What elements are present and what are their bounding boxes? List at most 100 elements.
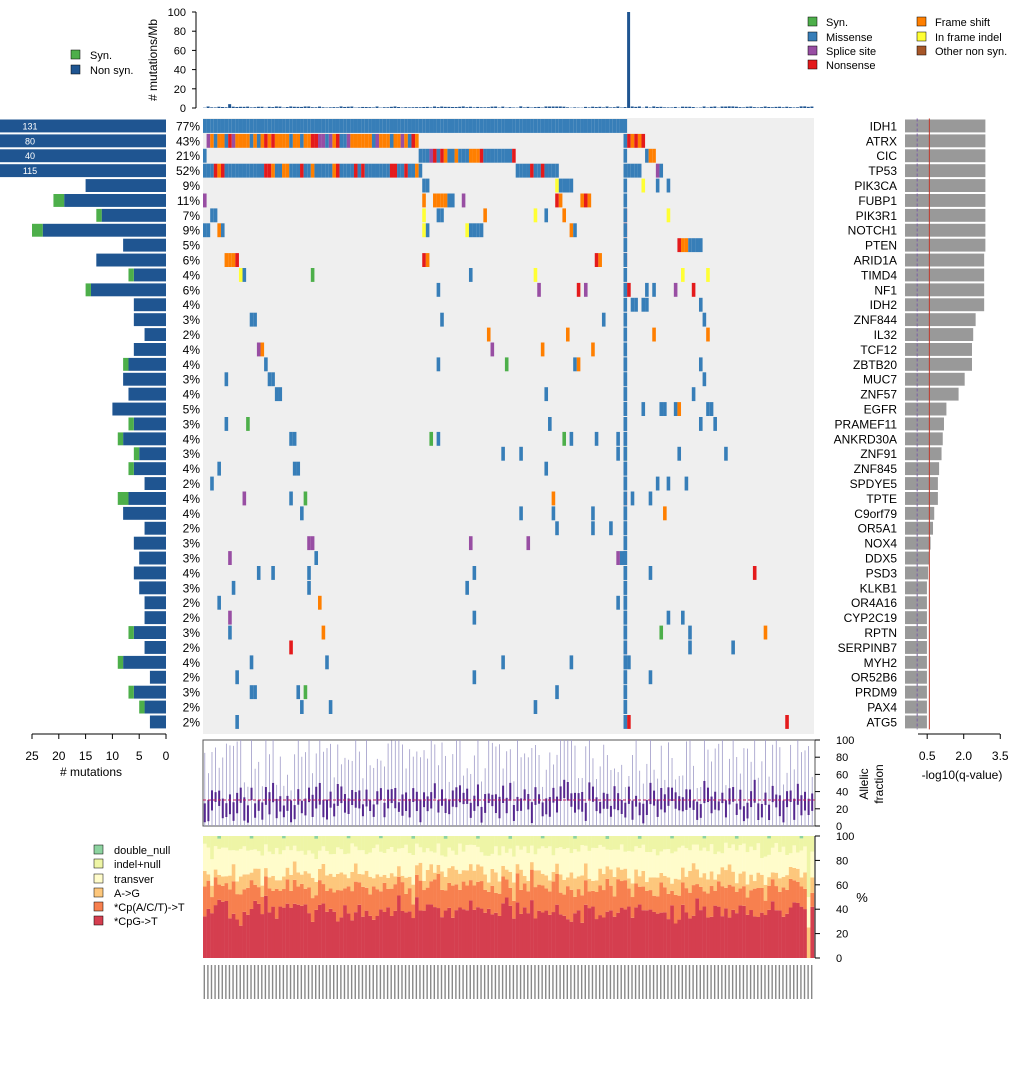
mutation-cell [425, 223, 430, 238]
sample-id-label-mark [415, 965, 418, 999]
mutation-cell [490, 148, 495, 163]
allelic-box [609, 805, 612, 817]
left-syn-bar [123, 357, 129, 371]
mutation-cell [623, 387, 628, 402]
left-count-bar [0, 149, 166, 163]
spectrum-segment [609, 910, 613, 958]
left-count-bar [133, 298, 166, 312]
mutation-cell [709, 402, 714, 416]
allelic-box [689, 789, 692, 808]
spectrum-segment [634, 907, 639, 958]
mutation-cell [386, 163, 390, 178]
spectrum-segment [458, 873, 462, 890]
spectrum-segment [404, 893, 409, 913]
mutation-cell [587, 119, 592, 133]
sample-id-label-mark [548, 965, 551, 999]
legend-type-label: Nonsense [826, 60, 876, 72]
left-count-bar [123, 372, 166, 386]
spectrum-segment [767, 854, 772, 878]
sample-id-label-mark [512, 965, 515, 999]
mutation-cell [519, 163, 523, 178]
sample-id-label-mark [688, 965, 691, 999]
sample-id-label-mark [232, 965, 234, 999]
spectrum-segment [450, 850, 455, 867]
spectrum-segment [709, 916, 714, 958]
top-sample-bar [292, 106, 296, 108]
mutation-cell [267, 133, 272, 148]
gene-name: C9orf79 [854, 507, 897, 521]
gene-percent: 77% [176, 119, 200, 133]
mutation-cell [285, 163, 290, 178]
sample-id-label-mark [214, 965, 216, 999]
mutation-cell [623, 342, 628, 357]
top-tick-label: 0 [180, 103, 186, 115]
spectrum-segment [486, 855, 491, 883]
spectrum-segment [594, 880, 599, 892]
gene-percent: 11% [177, 194, 200, 208]
spectrum-segment [691, 836, 696, 845]
mutation-cell [501, 148, 505, 163]
spectrum-segment [389, 888, 394, 916]
mutation-cell [458, 148, 462, 163]
mutation-cell [271, 133, 275, 148]
spectrum-segment [249, 908, 254, 958]
mutation-cell [558, 178, 563, 193]
mutation-cell [504, 357, 509, 372]
mutation-cell [594, 253, 599, 267]
gene-name: PAX4 [867, 701, 897, 715]
qvalue-bar [905, 134, 986, 148]
mutation-cell [242, 163, 247, 178]
sample-id-label-mark [591, 965, 594, 999]
sample-id-label-mark [246, 965, 249, 999]
mutation-cell [623, 208, 628, 223]
spectrum-segment [450, 917, 455, 958]
allelic-box [523, 789, 526, 801]
sample-id-label-mark [778, 965, 781, 999]
sample-id-label-mark [667, 965, 669, 999]
gene-percent: 6% [183, 283, 201, 297]
top-sample-bar [731, 106, 735, 108]
mutation-cell [508, 119, 513, 133]
left-syn-bar [53, 194, 65, 207]
allelic-box [293, 805, 296, 820]
allelic-box [257, 799, 260, 811]
mutation-cell [436, 119, 441, 133]
spectrum-segment [300, 850, 304, 875]
sample-id-label-mark [724, 965, 727, 999]
spectrum-segment [655, 877, 660, 897]
mutation-cell [472, 670, 477, 685]
mutation-cell [583, 282, 588, 297]
allelic-box [325, 799, 328, 820]
spectrum-segment [742, 905, 746, 958]
mutation-cell [321, 119, 326, 133]
spectrum-segment [742, 836, 746, 844]
sample-id-label-mark [757, 965, 759, 999]
gene-percent: 4% [183, 432, 201, 446]
qvalue-bar [905, 581, 927, 595]
mutation-cell [296, 461, 301, 476]
spectrum-segment [486, 836, 491, 856]
spectrum-segment [411, 855, 416, 885]
top-sample-bar [810, 106, 814, 108]
mutation-cell [264, 119, 268, 133]
top-tick-label: 40 [174, 65, 186, 77]
mutation-cell [659, 163, 664, 178]
mutation-cell [228, 163, 232, 178]
mutation-cell [278, 163, 283, 178]
allelic-box [566, 782, 569, 801]
spectrum-segment [544, 875, 549, 889]
spectrum-segment [490, 836, 495, 854]
spectrum-segment [566, 886, 570, 920]
spectrum-segment [440, 855, 445, 872]
mutation-cell [318, 595, 322, 610]
spectrum-segment [544, 836, 549, 849]
spectrum-segment [573, 838, 577, 850]
spectrum-tick-label: 20 [836, 929, 848, 941]
spectrum-segment [253, 884, 258, 901]
spectrum-segment [282, 907, 286, 958]
mutation-cell [666, 476, 671, 491]
spectrum-segment [515, 836, 520, 846]
sample-id-label-mark [706, 965, 709, 999]
spectrum-segment [217, 848, 222, 875]
